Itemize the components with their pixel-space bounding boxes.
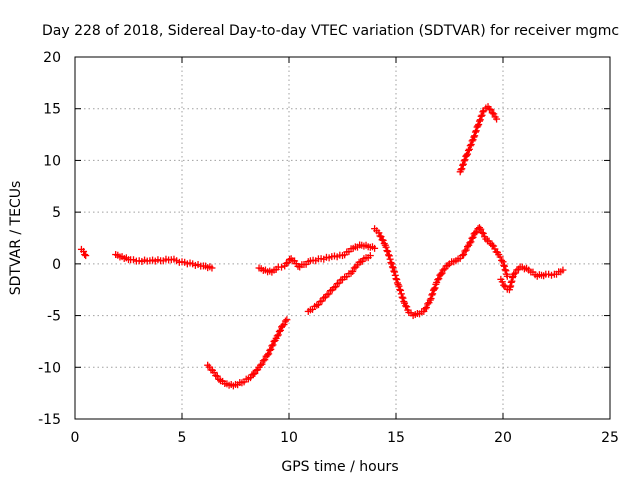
y-tick-label: -5	[47, 309, 61, 325]
x-tick-label: 15	[387, 430, 405, 446]
axis-ticks: 0 5 10 15 20 25 -15 -10 -5 0 5 10 15 20	[38, 50, 619, 446]
series-arc-6	[371, 224, 511, 320]
series-arc-2	[112, 251, 216, 272]
series-arc-3	[204, 316, 291, 390]
series-arc-1	[77, 245, 90, 260]
x-tick-label: 20	[494, 430, 512, 446]
series-arc-7	[456, 103, 501, 176]
x-tick-label: 10	[280, 430, 298, 446]
y-tick-label: 15	[43, 102, 61, 118]
plot-frame	[74, 56, 611, 420]
series-arc-4	[255, 241, 379, 276]
y-tick-label: -10	[38, 360, 61, 376]
y-tick-label: -15	[38, 412, 61, 428]
chart-title: Day 228 of 2018, Sidereal Day-to-day VTE…	[42, 23, 619, 39]
y-tick-label: 20	[43, 50, 61, 66]
data-points	[77, 103, 567, 390]
x-tick-label: 25	[601, 430, 619, 446]
y-tick-label: 10	[43, 153, 61, 169]
x-axis-title: GPS time / hours	[281, 459, 398, 475]
grid-lines	[75, 57, 610, 419]
series-arc-8	[497, 263, 567, 294]
y-tick-label: 5	[52, 205, 61, 221]
y-tick-label: 0	[52, 257, 61, 273]
x-tick-label: 0	[71, 430, 80, 446]
series-arc-5	[304, 252, 374, 315]
x-tick-label: 5	[178, 430, 187, 446]
y-axis-title: SDTVAR / TECUs	[8, 181, 24, 296]
